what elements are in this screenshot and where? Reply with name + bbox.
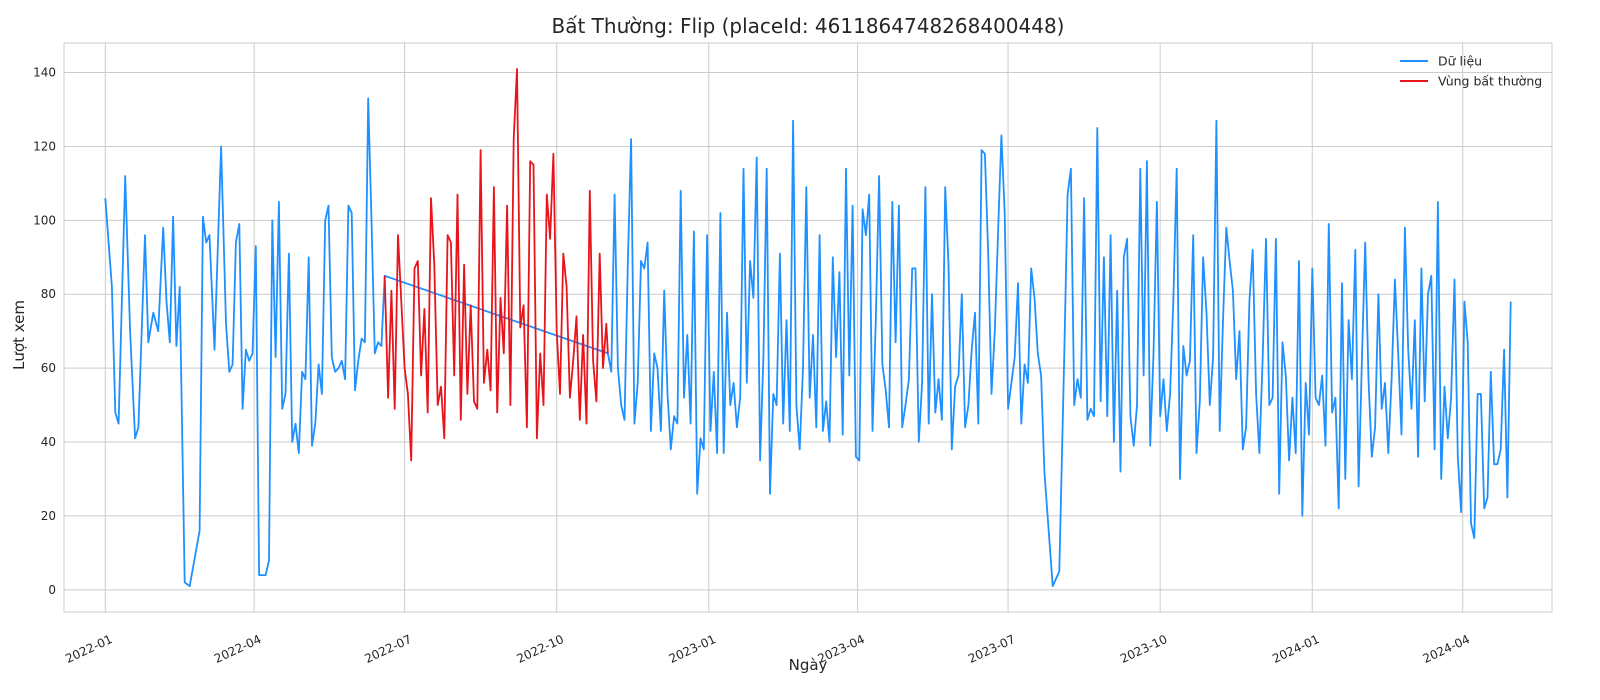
- y-tick-labels: 0 20 40 60 80 100 120 140: [33, 66, 56, 597]
- y-tick-label: 140: [33, 66, 56, 80]
- legend-label-anomaly: Vùng bất thường: [1438, 74, 1542, 89]
- y-tick-label: 80: [41, 287, 56, 301]
- y-tick-label: 40: [41, 435, 56, 449]
- series-line-data: [104, 97, 1512, 587]
- series-line-anomaly: [383, 68, 609, 462]
- y-tick-label: 60: [41, 361, 56, 375]
- chart-title: Bất Thường: Flip (placeId: 4611864748268…: [552, 14, 1065, 38]
- x-tick-label: 2023-01: [667, 632, 718, 666]
- y-tick-label: 20: [41, 509, 56, 523]
- x-tick-label: 2024-04: [1421, 632, 1472, 666]
- legend-label-data: Dữ liệu: [1438, 54, 1482, 69]
- x-tick-labels: 2022-01 2022-04 2022-07 2022-10 2023-01 2023-…: [63, 632, 1472, 666]
- x-tick-label: 2022-01: [63, 632, 114, 666]
- legend: Dữ liệu Vùng bất thường: [1400, 54, 1542, 89]
- y-tick-label: 0: [48, 583, 56, 597]
- y-tick-label: 100: [33, 213, 56, 227]
- x-tick-label: 2022-07: [362, 632, 413, 666]
- x-axis-label: Ngày: [789, 656, 828, 674]
- x-tick-label: 2023-10: [1118, 632, 1169, 666]
- x-tick-label: 2023-07: [966, 632, 1017, 666]
- x-tick-label: 2022-10: [515, 632, 566, 666]
- y-tick-label: 120: [33, 139, 56, 153]
- series-lines: [104, 68, 1512, 587]
- x-tick-label: 2022-04: [212, 632, 263, 666]
- y-axis-label: Lượt xem: [10, 300, 28, 370]
- x-tick-label: 2024-01: [1270, 632, 1321, 666]
